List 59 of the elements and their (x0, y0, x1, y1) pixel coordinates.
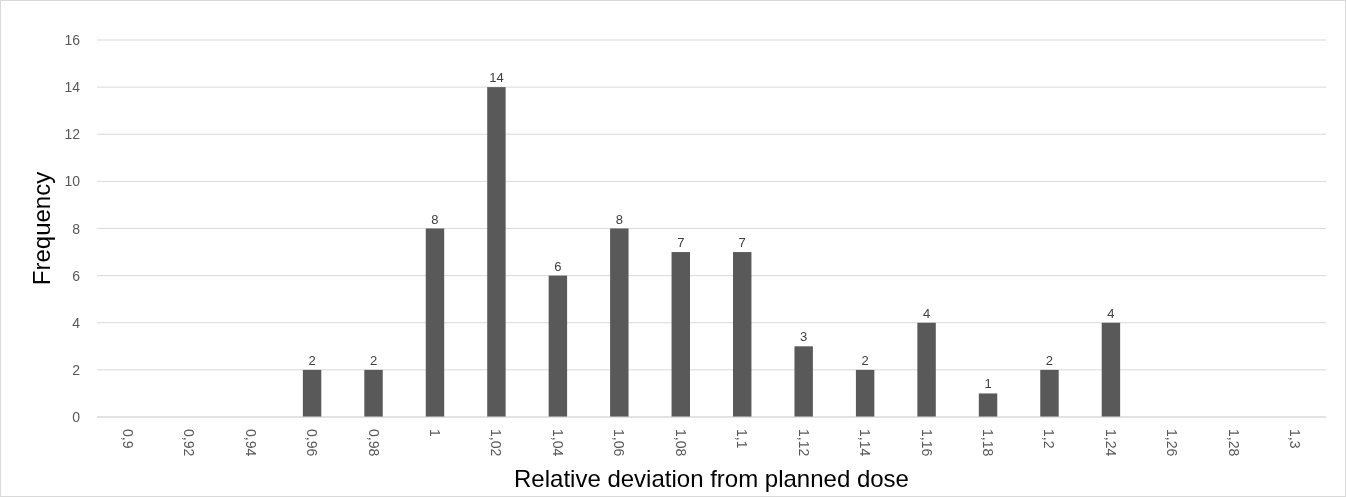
x-tick-label: 1,26 (1164, 429, 1181, 457)
bar (978, 393, 998, 417)
bar (548, 275, 568, 417)
x-tick-label: 1 (426, 429, 443, 437)
y-tick-label: 12 (64, 126, 81, 143)
x-tick-label: 1,18 (980, 429, 997, 457)
data-label: 2 (369, 352, 378, 368)
x-tick-label: 1,3 (1287, 429, 1304, 449)
y-tick-label: 8 (72, 220, 81, 237)
y-tick-label: 16 (64, 32, 81, 48)
x-tick-label: 0,9 (119, 429, 136, 449)
data-label: 14 (489, 70, 504, 86)
x-tick-label: 1,04 (549, 429, 566, 457)
y-tick-label: 4 (72, 314, 81, 331)
bar (425, 228, 445, 417)
bar (1040, 369, 1059, 417)
x-tick-label: 1,1 (734, 429, 751, 449)
x-tick-label: 0,92 (181, 429, 198, 457)
x-tick-label: 1,12 (795, 429, 812, 457)
data-label: 1 (984, 376, 992, 392)
bar (364, 369, 383, 417)
y-tick-label: 2 (72, 361, 81, 378)
data-label: 2 (1045, 352, 1054, 368)
x-tick-label: 0,98 (365, 429, 382, 457)
data-label: 7 (738, 235, 746, 251)
x-tick-label: 1,08 (672, 429, 689, 457)
y-tick-label: 6 (72, 267, 81, 284)
bar (855, 369, 875, 417)
data-label: 8 (431, 211, 439, 227)
x-tick-label: 1,16 (918, 429, 935, 457)
x-tick-label: 0,96 (304, 429, 321, 457)
x-tick-label: 1,24 (1102, 429, 1119, 457)
data-label: 2 (308, 352, 316, 368)
y-tick-label: 14 (64, 79, 81, 96)
y-tick-label: 10 (64, 173, 81, 190)
data-label: 8 (615, 211, 623, 227)
bar (671, 252, 690, 417)
y-tick-label: 0 (72, 409, 81, 425)
bar (610, 228, 629, 417)
data-label: 4 (922, 305, 931, 321)
x-tick-label: 1,2 (1041, 429, 1058, 449)
x-tick-label: 0,94 (242, 429, 259, 457)
y-axis-title: Frequency (28, 171, 55, 286)
bar (733, 252, 752, 417)
data-label: 3 (800, 329, 808, 345)
bar (1101, 322, 1121, 417)
x-tick-label: 1,28 (1225, 429, 1242, 457)
x-axis-title: Relative deviation from planned dose (514, 465, 909, 492)
bar (487, 87, 506, 417)
data-label: 2 (861, 352, 869, 368)
bar (917, 322, 936, 417)
x-tick-label: 1,02 (488, 429, 505, 457)
data-label: 4 (1107, 305, 1115, 321)
bar (794, 346, 813, 417)
data-label: 7 (677, 235, 685, 251)
data-label: 6 (554, 258, 562, 274)
bar (302, 369, 322, 417)
x-tick-label: 1,14 (857, 429, 874, 457)
x-tick-label: 1,06 (611, 429, 628, 457)
